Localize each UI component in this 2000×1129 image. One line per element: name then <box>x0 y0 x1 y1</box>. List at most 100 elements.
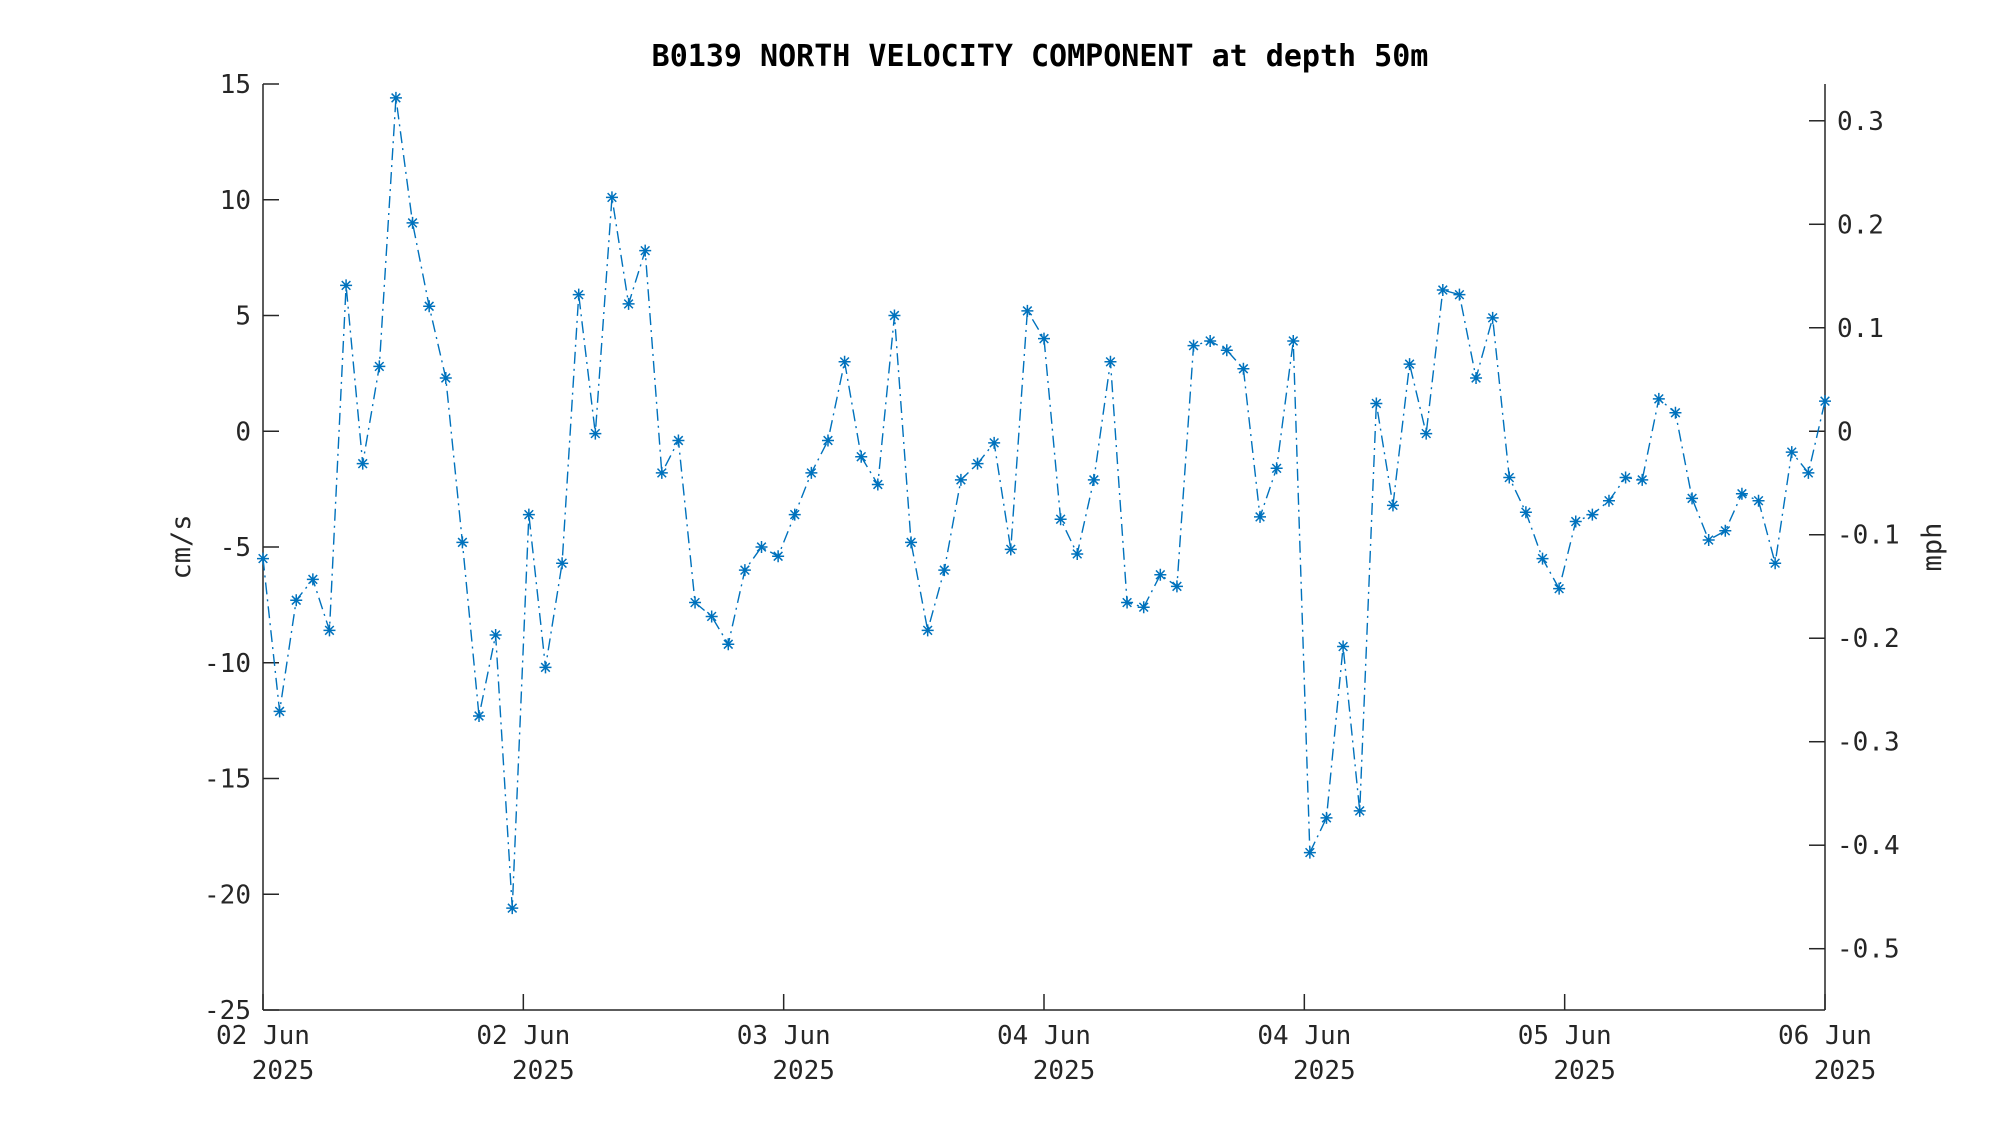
y-right-tick-label: -0.4 <box>1837 831 1900 861</box>
y-tick-label: 5 <box>235 302 251 332</box>
series-velocity <box>257 91 1831 915</box>
data-point-marker <box>921 624 934 637</box>
data-point-marker <box>1220 344 1233 357</box>
chart-title: B0139 NORTH VELOCITY COMPONENT at depth … <box>652 39 1429 74</box>
data-point-marker <box>473 709 486 722</box>
data-point-marker <box>456 536 469 549</box>
data-point-marker <box>938 564 951 577</box>
data-point-marker <box>406 216 419 229</box>
data-point-marker <box>1752 494 1765 507</box>
x-tick-day: 03 Jun <box>737 1021 831 1051</box>
data-point-marker <box>306 573 319 586</box>
data-point-marker <box>290 594 303 607</box>
data-point-marker <box>323 624 336 637</box>
data-point-marker <box>622 297 635 310</box>
data-point-marker <box>1586 508 1599 521</box>
data-point-marker <box>755 541 768 553</box>
data-point-marker <box>439 372 452 385</box>
data-point-marker <box>340 279 353 292</box>
data-point-marker <box>273 705 286 718</box>
data-point-marker <box>1121 596 1134 609</box>
data-point-marker <box>738 564 751 577</box>
data-point-marker <box>489 628 502 641</box>
y-right-tick-label: 0 <box>1837 417 1853 447</box>
data-point-marker <box>1254 510 1267 523</box>
data-point-marker <box>1187 339 1200 352</box>
y-right-tick-label: 0.2 <box>1837 210 1884 240</box>
data-point-marker <box>1553 582 1566 595</box>
x-tick-year: 2025 <box>1814 1056 1877 1086</box>
x-tick-day: 04 Jun <box>997 1021 1091 1051</box>
data-point-marker <box>1337 640 1350 653</box>
data-point-marker <box>1636 473 1649 486</box>
data-point-marker <box>1569 515 1582 528</box>
data-point-marker <box>1021 304 1034 317</box>
y-axis-label-left: cm/s <box>166 514 197 579</box>
data-point-marker <box>539 661 552 674</box>
axes <box>262 84 1826 1011</box>
y-tick-label: 0 <box>235 417 251 447</box>
x-tick-year: 2025 <box>1033 1056 1096 1086</box>
y-tick-label: 10 <box>220 186 251 216</box>
data-point-marker <box>1303 846 1316 859</box>
data-point-marker <box>1204 334 1217 347</box>
data-point-marker <box>988 436 1001 449</box>
left-y-ticks: 15 10 5 0 -5 -10 -15 -20 -25 <box>204 70 279 1026</box>
y-right-tick-label: -0.3 <box>1837 728 1900 758</box>
data-point-marker <box>373 360 386 373</box>
data-point-marker <box>1652 392 1665 405</box>
y-tick-label: 15 <box>220 70 251 100</box>
data-point-marker <box>954 473 967 486</box>
data-point-marker <box>1486 311 1499 324</box>
x-tick-year: 2025 <box>1293 1056 1356 1086</box>
data-point-marker <box>1519 506 1532 519</box>
data-point-marker <box>1735 487 1748 500</box>
data-point-marker <box>1719 524 1732 537</box>
data-point-marker <box>655 466 668 479</box>
data-point-marker <box>1702 534 1715 547</box>
data-point-marker <box>1104 355 1117 368</box>
y-axis-label-right: mph <box>1917 523 1948 572</box>
data-point-marker <box>1470 372 1483 385</box>
data-point-marker <box>356 457 369 470</box>
x-ticks: 02 Jun 2025 02 Jun 2025 03 Jun 2025 04 Jun 2025… <box>216 994 1876 1086</box>
data-point-marker <box>1420 427 1433 440</box>
data-point-marker <box>788 508 801 521</box>
data-point-marker <box>1802 466 1815 479</box>
data-point-marker <box>1453 288 1466 301</box>
x-tick-day: 05 Jun <box>1518 1021 1612 1051</box>
data-point-marker <box>423 300 436 313</box>
data-point-marker <box>1785 446 1798 459</box>
y-right-tick-label: -0.2 <box>1837 624 1900 654</box>
y-tick-label: -5 <box>220 533 251 563</box>
data-point-marker <box>1769 557 1782 570</box>
data-point-marker <box>1686 492 1699 505</box>
data-point-marker <box>556 557 569 570</box>
series-line <box>262 97 1826 909</box>
data-point-marker <box>1237 362 1250 375</box>
data-point-marker <box>257 552 269 565</box>
data-point-marker <box>1137 601 1150 614</box>
data-point-marker <box>389 91 402 104</box>
x-tick-day: 04 Jun <box>1257 1021 1351 1051</box>
data-point-marker <box>589 427 602 440</box>
y-right-tick-label: -0.5 <box>1837 935 1900 965</box>
data-point-marker <box>1087 473 1100 486</box>
data-point-marker <box>1436 284 1449 297</box>
y-right-tick-label: -0.1 <box>1837 521 1900 551</box>
right-y-ticks: 0.3 0.2 0.1 0 -0.1 -0.2 -0.3 -0.4 -0.5 <box>1809 107 1900 965</box>
y-tick-label: -15 <box>204 765 251 795</box>
y-right-tick-label: 0.1 <box>1837 314 1884 344</box>
y-right-tick-label: 0.3 <box>1837 107 1884 137</box>
data-point-marker <box>1536 552 1549 565</box>
y-tick-label: -10 <box>204 649 251 679</box>
x-tick-day: 06 Jun <box>1778 1021 1872 1051</box>
data-point-marker <box>1669 406 1682 419</box>
data-point-marker <box>888 309 901 322</box>
data-point-marker <box>855 450 868 463</box>
data-point-marker <box>1386 499 1399 512</box>
data-point-marker <box>522 508 535 521</box>
x-tick-year: 2025 <box>252 1056 315 1086</box>
